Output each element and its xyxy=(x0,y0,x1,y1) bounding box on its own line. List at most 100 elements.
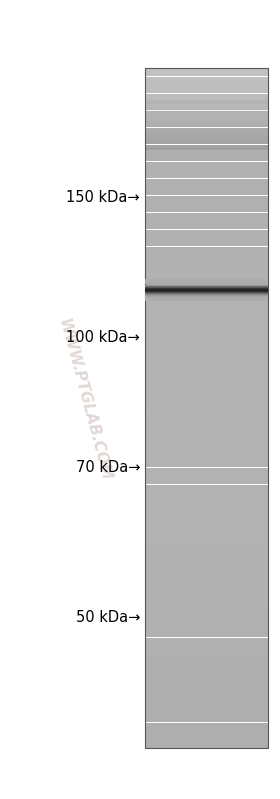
Bar xyxy=(145,544,268,546)
Bar xyxy=(145,529,268,531)
Bar xyxy=(145,225,268,226)
Bar xyxy=(145,379,268,381)
Bar xyxy=(145,701,268,702)
Bar xyxy=(145,617,268,618)
Bar xyxy=(145,481,268,483)
Bar xyxy=(145,347,268,348)
Bar xyxy=(145,100,268,104)
Bar xyxy=(145,638,268,639)
Bar xyxy=(145,484,268,487)
Bar xyxy=(145,439,268,440)
Bar xyxy=(145,291,268,292)
Bar xyxy=(145,369,268,371)
Bar xyxy=(145,330,268,332)
Bar xyxy=(145,566,268,568)
Bar xyxy=(145,471,268,472)
Bar xyxy=(145,89,268,90)
Bar xyxy=(145,308,268,309)
Bar xyxy=(145,607,268,609)
Bar xyxy=(145,92,268,93)
Bar xyxy=(145,665,268,666)
Bar xyxy=(145,600,268,602)
Bar xyxy=(145,170,268,172)
Bar xyxy=(145,226,268,228)
Bar xyxy=(145,431,268,434)
Bar xyxy=(145,603,268,605)
Bar xyxy=(145,181,268,182)
Bar xyxy=(145,262,268,264)
Bar xyxy=(145,646,268,648)
Bar xyxy=(145,157,268,158)
Bar xyxy=(145,677,268,678)
Text: 50 kDa→: 50 kDa→ xyxy=(76,610,140,626)
Bar xyxy=(145,449,268,451)
Bar xyxy=(145,743,268,745)
Bar xyxy=(145,487,268,488)
Bar xyxy=(145,466,268,467)
Bar xyxy=(145,430,268,431)
Bar xyxy=(145,345,268,347)
Bar xyxy=(145,129,268,131)
Bar xyxy=(145,590,268,591)
Bar xyxy=(145,78,268,80)
Bar xyxy=(145,95,268,97)
Bar xyxy=(145,211,268,213)
Bar xyxy=(145,217,268,219)
Bar xyxy=(145,160,268,161)
Bar xyxy=(145,622,268,624)
Bar xyxy=(145,712,268,714)
Bar xyxy=(145,299,268,301)
Bar xyxy=(145,372,268,374)
Bar xyxy=(145,289,268,291)
Bar xyxy=(145,145,268,146)
Bar xyxy=(145,344,268,345)
Bar xyxy=(145,185,268,187)
Bar xyxy=(145,297,268,299)
Bar xyxy=(145,695,268,697)
Bar xyxy=(145,371,268,372)
Bar xyxy=(145,139,268,141)
Bar xyxy=(145,182,268,184)
Bar xyxy=(145,352,268,354)
Bar xyxy=(145,591,268,594)
Bar xyxy=(145,173,268,175)
Bar xyxy=(145,597,268,598)
Bar xyxy=(145,77,268,78)
Bar xyxy=(145,357,268,359)
Bar xyxy=(145,391,268,392)
Bar xyxy=(145,124,268,125)
Bar xyxy=(145,459,268,461)
Bar xyxy=(145,342,268,344)
Bar xyxy=(145,411,268,413)
Bar xyxy=(145,187,268,189)
Bar xyxy=(145,671,268,674)
Bar xyxy=(145,464,268,466)
Bar xyxy=(145,527,268,529)
Bar xyxy=(145,644,268,646)
Bar xyxy=(145,736,268,737)
Bar xyxy=(145,729,268,731)
Bar xyxy=(145,434,268,435)
Bar xyxy=(145,83,268,85)
Bar xyxy=(145,609,268,610)
Text: WWW.PTGLAB.COM: WWW.PTGLAB.COM xyxy=(55,316,113,483)
Bar xyxy=(145,495,268,496)
Bar xyxy=(145,384,268,386)
Bar xyxy=(145,97,268,98)
Bar xyxy=(145,475,268,476)
Bar xyxy=(145,321,268,323)
Bar xyxy=(145,561,268,562)
Bar xyxy=(145,490,268,491)
Bar xyxy=(145,615,268,617)
Bar xyxy=(145,710,268,712)
Bar xyxy=(145,534,268,535)
Bar xyxy=(145,158,268,160)
Bar xyxy=(145,740,268,741)
Bar xyxy=(145,531,268,532)
Bar xyxy=(145,574,268,576)
Bar xyxy=(145,734,268,736)
Bar xyxy=(145,445,268,447)
Bar xyxy=(145,109,268,110)
Bar xyxy=(145,265,268,267)
Bar xyxy=(145,508,268,510)
